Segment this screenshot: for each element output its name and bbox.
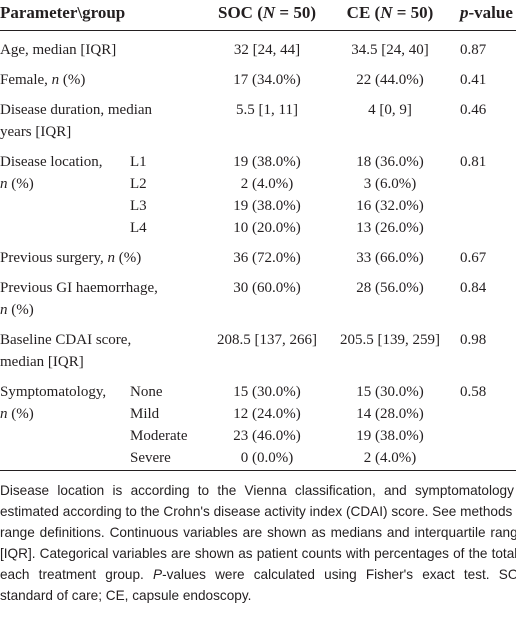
row-label: Previous GI haemorrhage, [0,277,158,299]
text-run: SOC ( [217,3,263,22]
text-run: n [107,250,116,266]
sub-label: L4 [130,220,147,236]
text-run: n [0,302,8,318]
text-run: n [0,406,8,422]
text-run: Symptomatology, [0,384,107,400]
row-label: n (%) [0,173,34,195]
ce-value: 3 (6.0%) [363,176,417,192]
p-value: 0.87 [460,42,487,58]
text-run: Disease duration, median [0,102,153,118]
text-run: N [262,3,276,22]
header-parameter: Parameter\group [0,2,125,24]
text-run: = 50) [392,3,434,22]
ce-value: 33 (66.0%) [356,250,424,266]
soc-value: 0 (0.0%) [240,450,294,466]
soc-value: 32 [24, 44] [233,42,301,58]
soc-value: 2 (4.0%) [240,176,294,192]
ce-value: 16 (32.0%) [356,198,424,214]
sub-label: L2 [130,176,147,192]
row-label: Disease duration, median [0,99,152,121]
text-run: Disease location is according to the Vie… [0,483,516,582]
text-run: (%) [7,406,34,422]
ce-value: 22 (44.0%) [356,72,424,88]
soc-value: 12 (24.0%) [233,406,301,422]
text-run: -value [468,3,513,22]
text-run: p [460,3,469,22]
row-label: Previous surgery, n (%) [0,247,141,269]
row-label: Age, median [IQR] [0,39,116,61]
soc-value: 10 (20.0%) [233,220,301,236]
soc-value: 15 (30.0%) [233,384,301,400]
text-run: Female, [0,72,52,88]
ce-value: 205.5 [139, 259] [340,332,440,348]
ce-value: 19 (38.0%) [356,428,424,444]
row-label: Female, n (%) [0,69,85,91]
soc-value: 30 (60.0%) [233,280,301,296]
ce-value: 28 (56.0%) [356,280,424,296]
row-label: n (%) [0,403,34,425]
text-run: Previous surgery, [0,250,108,266]
text-run: (%) [7,302,34,318]
text-run: Previous GI haemorrhage, [0,280,158,296]
header-ce: CE (N = 50) [347,2,434,24]
text-run: P [153,567,163,582]
soc-value: 208.5 [137, 266] [217,332,317,348]
header-soc: SOC (N = 50) [218,2,316,24]
p-value: 0.58 [460,384,487,400]
sub-label: L3 [130,198,147,214]
p-value: 0.41 [460,72,487,88]
ce-value: 14 (28.0%) [356,406,424,422]
text-run: CE ( [346,3,381,22]
text-run: Disease location, [0,154,103,170]
ce-value: 2 (4.0%) [363,450,417,466]
footnote: Disease location is according to the Vie… [0,480,516,606]
p-value: 0.84 [460,280,487,296]
ce-value: 34.5 [24, 40] [351,42,429,58]
sub-label: Severe [130,450,171,466]
text-run: Baseline CDAI score, [0,332,132,348]
soc-value: 5.5 [1, 11] [236,102,298,118]
soc-value: 36 (72.0%) [233,250,301,266]
text-run: (%) [59,72,86,88]
row-label: years [IQR] [0,121,71,143]
ce-value: 18 (36.0%) [356,154,424,170]
header-p: p-value [460,2,513,24]
ce-value: 4 [0, 9] [368,102,412,118]
sub-label: None [130,384,163,400]
sub-label: Mild [130,406,160,422]
text-run: (%) [7,176,34,192]
p-value: 0.98 [460,332,487,348]
sub-label: Moderate [130,428,188,444]
text-run: Parameter\group [0,3,126,22]
text-run: median [IQR] [0,354,84,370]
row-label: Disease location, [0,151,102,173]
p-value: 0.81 [460,154,487,170]
p-value: 0.46 [460,102,487,118]
row-label: n (%) [0,299,34,321]
text-run: n [51,72,60,88]
text-run: N [380,3,393,22]
text-run: years [IQR] [0,124,72,140]
text-run: n [0,176,8,192]
ce-value: 15 (30.0%) [356,384,424,400]
ce-value: 13 (26.0%) [356,220,424,236]
soc-value: 17 (34.0%) [233,72,301,88]
soc-value: 19 (38.0%) [233,198,301,214]
row-label: Symptomatology, [0,381,106,403]
text-run: = 50) [275,3,317,22]
p-value: 0.67 [460,250,487,266]
text-run: -values were calculated using Fisher's e… [0,567,516,603]
soc-value: 19 (38.0%) [233,154,301,170]
sub-label: L1 [130,154,147,170]
header-rule [0,30,516,31]
text-run: Age, median [IQR] [0,42,117,58]
row-label: Baseline CDAI score, [0,329,131,351]
text-run: (%) [115,250,142,266]
row-label: median [IQR] [0,351,84,373]
soc-value: 23 (46.0%) [233,428,301,444]
bottom-rule [0,470,516,471]
